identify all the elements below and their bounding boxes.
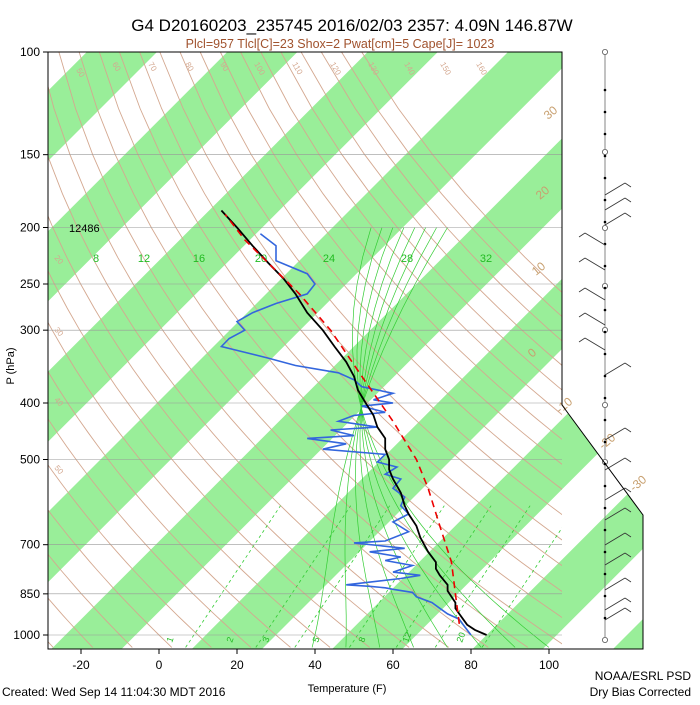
x-tick-label: 100 <box>539 658 559 672</box>
wind-barb-flag <box>579 233 585 237</box>
wind-barb <box>585 338 605 350</box>
y-tick-label: 400 <box>20 396 40 410</box>
wind-level-circle <box>602 402 607 407</box>
wind-barb <box>605 183 625 195</box>
dry-adiabat-label: 80 <box>183 61 196 74</box>
wind-dot <box>604 155 607 158</box>
wind-level-circle <box>602 637 607 642</box>
wind-dot <box>604 507 607 510</box>
wind-barb-flag <box>579 288 585 292</box>
theta-e-label: 30 <box>52 326 65 339</box>
moist-top-label: 32 <box>480 253 492 265</box>
wind-dot <box>604 529 607 532</box>
wind-barb <box>605 213 625 225</box>
y-tick-label: 100 <box>20 45 40 59</box>
wind-barb <box>585 313 605 325</box>
moist-top-label: 28 <box>401 253 413 265</box>
isotherm-label: -30 <box>627 472 650 494</box>
wind-dot <box>604 397 607 400</box>
wind-dot <box>604 111 607 114</box>
dry-adiabat-label: 150 <box>438 61 453 78</box>
wind-dot <box>604 331 607 334</box>
wind-dot <box>604 353 607 356</box>
y-axis-label: P (hPa) <box>5 347 17 384</box>
wind-barb <box>585 288 605 300</box>
wind-barb-flag <box>579 258 585 262</box>
wind-dot <box>604 419 607 422</box>
wind-barb <box>605 608 625 620</box>
moist-top-label: 16 <box>193 253 205 265</box>
wind-barb-flag <box>625 183 631 187</box>
wind-barb <box>585 233 605 245</box>
chart-title: G4 D20160203_235745 2016/02/03 2357: 4.0… <box>131 16 572 35</box>
y-tick-label: 700 <box>20 538 40 552</box>
wind-dot <box>604 573 607 576</box>
credit-line-1: NOAA/ESRL PSD <box>595 669 692 683</box>
x-axis-label: Temperature (F) <box>308 683 387 695</box>
y-tick-label: 500 <box>20 452 40 466</box>
moist-top-label: 24 <box>323 253 335 265</box>
wind-barb-flag <box>625 198 631 202</box>
wind-barb-flag <box>625 458 631 462</box>
moist-top-label: 8 <box>93 253 99 265</box>
wind-barb <box>585 258 605 270</box>
wind-dot <box>604 265 607 268</box>
wind-barb-flag <box>579 313 585 317</box>
mixing-ratio-label: 5 <box>310 636 321 644</box>
y-tick-label: 300 <box>20 323 40 337</box>
wind-barb <box>605 198 625 210</box>
isotherm-label: 10 <box>529 259 548 279</box>
isotherm-label: 30 <box>541 103 560 123</box>
created-timestamp: Created: Wed Sep 14 11:04:30 MDT 2016 <box>2 685 226 699</box>
wind-barb-flag <box>625 213 631 217</box>
chart-subtitle: Plcl=957 Tlcl[C]=23 Shox=2 Pwat[cm]=5 Ca… <box>186 37 495 51</box>
dry-adiabat-label: 120 <box>328 61 343 78</box>
credit-line-2: Dry Bias Corrected <box>590 685 691 699</box>
mixing-ratio-label: 20 <box>454 631 467 644</box>
wind-barb-flag <box>579 338 585 342</box>
y-tick-label: 1000 <box>13 628 40 642</box>
wind-dot <box>604 595 607 598</box>
wind-dot <box>604 309 607 312</box>
wind-dot <box>604 551 607 554</box>
wind-barb-flag <box>625 608 631 612</box>
x-tick-label: 60 <box>386 658 400 672</box>
dry-adiabat-label: 70 <box>146 61 159 74</box>
y-tick-label: 250 <box>20 277 40 291</box>
wind-level-circle <box>602 225 607 230</box>
x-tick-label: 0 <box>156 658 163 672</box>
wind-dot <box>604 133 607 136</box>
height-label: 12486 <box>69 223 100 235</box>
wind-dot <box>604 485 607 488</box>
wind-dot <box>604 375 607 378</box>
x-tick-label: -20 <box>72 658 90 672</box>
wind-dot <box>604 287 607 290</box>
moist-top-label: 12 <box>138 253 150 265</box>
wind-barb-flag <box>625 428 631 432</box>
wind-barb-flag <box>625 363 631 367</box>
x-tick-label: 20 <box>230 658 244 672</box>
x-tick-label: 40 <box>308 658 322 672</box>
wind-barb <box>605 363 625 375</box>
y-tick-label: 150 <box>20 148 40 162</box>
wind-dot <box>604 441 607 444</box>
wind-dot <box>604 199 607 202</box>
x-tick-label: 80 <box>464 658 478 672</box>
y-tick-label: 200 <box>20 221 40 235</box>
wind-barb <box>605 598 625 610</box>
wind-dot <box>604 89 607 92</box>
wind-dot <box>604 177 607 180</box>
wind-level-circle <box>602 49 607 54</box>
isotherm-label: -10 <box>553 394 576 416</box>
wind-dot <box>604 221 607 224</box>
wind-barb-flag <box>625 598 631 602</box>
wind-level-circle <box>602 149 607 154</box>
dry-adiabat-label: 110 <box>290 61 304 77</box>
y-tick-label: 850 <box>20 587 40 601</box>
wind-barb-flag <box>625 578 631 582</box>
wind-dot <box>604 617 607 620</box>
wind-barb <box>605 488 625 500</box>
